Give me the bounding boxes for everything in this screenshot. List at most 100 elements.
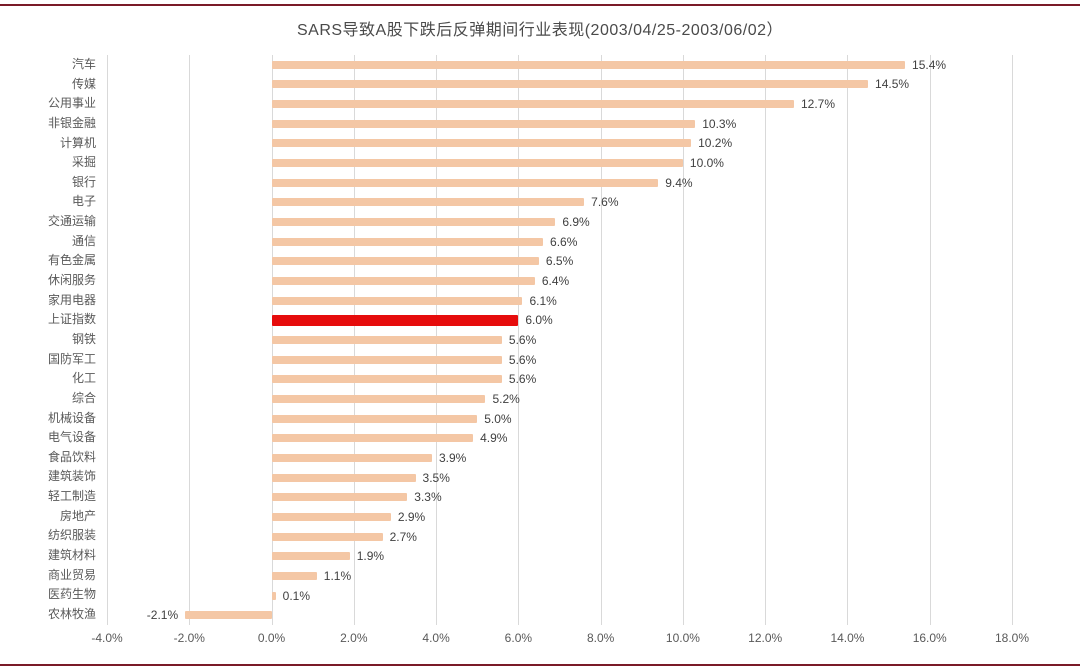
value-label: 2.7% (389, 529, 417, 544)
x-axis: -4.0% -2.0% 0.0% 2.0% 4.0% 6.0% 8.0% 10.0% 12.0%… (91, 631, 1029, 649)
bar-row: 12.7% (107, 94, 1012, 114)
bar (271, 591, 276, 600)
bar (271, 375, 502, 384)
bar-row: 2.9% (107, 507, 1012, 527)
bar-row: 3.5% (107, 468, 1012, 488)
value-label: 5.6% (508, 372, 537, 387)
gridline (847, 55, 849, 625)
value-label: 1.1% (323, 568, 352, 583)
x-tick-label: -2.0% (173, 631, 205, 645)
category-label: 医药生物 (47, 587, 96, 602)
bar-row: 3.3% (107, 487, 1012, 507)
bar-row: 6.6% (107, 232, 1012, 252)
x-tick-label: 0.0% (257, 631, 286, 645)
bar-row: 10.0% (107, 153, 1012, 173)
value-label: 5.2% (492, 391, 520, 406)
category-label: 国防军工 (47, 351, 96, 366)
bar-row: 5.6% (107, 369, 1012, 389)
value-label: 2.9% (397, 509, 426, 524)
category-label: 公用事业 (47, 96, 96, 111)
bar-row: 6.4% (107, 271, 1012, 291)
value-label: 6.5% (545, 254, 574, 269)
value-label: 6.1% (529, 293, 557, 308)
highlight-bar (271, 314, 519, 326)
category-label: 家用电器 (47, 292, 96, 307)
value-label: 6.4% (541, 274, 570, 289)
bar-row: 1.1% (107, 566, 1012, 586)
x-tick-label: 16.0% (912, 631, 947, 645)
bar (271, 119, 696, 128)
category-label: 通信 (71, 233, 96, 248)
category-label: 钢铁 (71, 331, 96, 346)
value-label: 6.0% (525, 313, 553, 328)
value-label: 10.0% (689, 156, 724, 171)
value-label: 0.1% (282, 588, 311, 603)
bar (271, 571, 317, 580)
bar-row: 2.7% (107, 527, 1012, 547)
bar (271, 277, 535, 286)
x-tick-label: -4.0% (91, 631, 123, 645)
bar-row: 6.5% (107, 252, 1012, 272)
x-tick-label: 2.0% (340, 631, 368, 645)
x-tick-label: 10.0% (665, 631, 700, 645)
gridline (107, 55, 108, 625)
value-label: 3.3% (414, 490, 442, 505)
bar-row: 5.0% (107, 409, 1012, 429)
bar (271, 532, 383, 541)
category-label: 建筑装饰 (47, 469, 96, 484)
bar-row: 6.9% (107, 212, 1012, 232)
gridline (1012, 55, 1013, 625)
bar (271, 100, 794, 109)
gridline (929, 55, 931, 625)
bar (271, 512, 391, 521)
category-label: 化工 (71, 371, 96, 386)
plot-area: 15.4% 14.5% 12.7% 10.3% 10.2% 10.0% 9.4% 7.6% 6.… (107, 55, 1013, 625)
gridline (518, 55, 520, 625)
bar-row: 5.6% (107, 350, 1012, 370)
category-label: 采掘 (71, 155, 96, 170)
category-label: 综合 (71, 390, 96, 405)
category-label: 交通运输 (47, 214, 96, 229)
bar-row: 10.2% (107, 134, 1012, 154)
value-label: 12.7% (800, 97, 835, 112)
value-label: 15.4% (912, 57, 947, 72)
bar-row: 15.4% (107, 55, 1012, 75)
value-label: 3.5% (422, 470, 450, 485)
x-tick-label: 4.0% (422, 631, 450, 645)
x-tick-label: 12.0% (748, 631, 783, 645)
top-border-line (0, 4, 1080, 6)
bar (185, 611, 272, 620)
bar (271, 355, 502, 364)
gridline (189, 55, 191, 625)
bar (271, 453, 432, 462)
category-label: 纺织服装 (47, 528, 96, 543)
value-label: 9.4% (665, 175, 693, 190)
value-label: 5.6% (508, 352, 537, 367)
category-label: 房地产 (59, 508, 96, 523)
category-label: 休闲服务 (47, 273, 96, 288)
value-label: -2.1% (146, 608, 179, 623)
category-label: 计算机 (59, 135, 96, 150)
value-label: 5.0% (484, 411, 512, 426)
category-label: 轻工制造 (47, 489, 96, 504)
bar-row: 10.3% (107, 114, 1012, 134)
gridline (765, 55, 767, 625)
bar (271, 552, 350, 561)
category-label: 商业贸易 (47, 567, 96, 582)
bar-row: 7.6% (107, 193, 1012, 213)
x-tick-label: 8.0% (586, 631, 615, 645)
category-label: 汽车 (71, 57, 96, 71)
bar (271, 178, 659, 187)
bar-row: 6.1% (107, 291, 1012, 311)
category-label: 机械设备 (47, 410, 96, 425)
bar (271, 473, 416, 482)
y-axis-labels: 汽车 传媒 公用事业 非银金融 计算机 采掘 银行 电子 交通运输 通信 有色金属 休闲服务 家用电器上… (0, 55, 100, 625)
bar (271, 218, 556, 227)
bar-row: 6.0% (107, 311, 1012, 331)
value-label: 10.3% (702, 116, 737, 131)
chart-title: SARS导致A股下跌后反弹期间行业表现(2003/04/25-2003/06/0… (296, 22, 784, 39)
bar (271, 257, 539, 266)
bar (271, 159, 683, 168)
category-label: 非银金融 (47, 115, 96, 130)
